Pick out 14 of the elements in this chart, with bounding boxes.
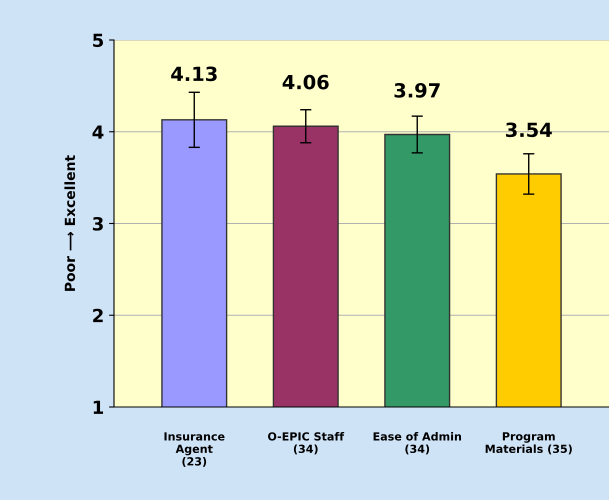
y-tick-label: 3 xyxy=(92,216,103,231)
data-label: 4.13 xyxy=(171,66,217,82)
x-tick-label: Program Materials (35) xyxy=(486,432,572,454)
data-label: 3.97 xyxy=(394,82,440,98)
y-tick-label: 4 xyxy=(92,125,104,139)
data-label: 4.06 xyxy=(282,74,329,90)
y-axis-title: Poor ⟶ Excellent xyxy=(64,155,76,291)
x-tick-label: Ease of Admin (34) xyxy=(374,432,462,454)
y-tick-label: 5 xyxy=(93,34,104,48)
y-tick-label: 1 xyxy=(94,400,104,414)
data-label: 3.54 xyxy=(506,122,552,138)
x-tick-label: O-EPIC Staff (34) xyxy=(268,432,344,454)
y-tick-label: 2 xyxy=(93,308,103,322)
x-tick-label: Insurance Agent (23) xyxy=(164,432,225,467)
